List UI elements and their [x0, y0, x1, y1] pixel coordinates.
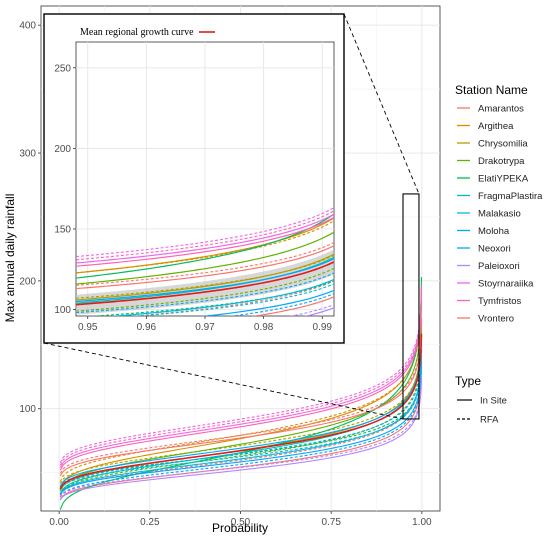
inset-series-mean-regional-growth-curve [76, 261, 334, 306]
zoom-connector-top [343, 13, 420, 195]
main-ticks: 0.00 0.25 0.50 0.75 1.00 100 200 300 400 [19, 21, 432, 528]
inset-series-group [76, 207, 334, 316]
legend-label-stoyrnaraiika: Stoyrnaraiika [478, 279, 534, 290]
inset-series-insite-vrontero [76, 245, 334, 290]
inset-x-tick-label: 0.99 [313, 322, 333, 333]
series-mean-regional-growth-curve [59, 333, 423, 490]
inset-series-insite-moloha [76, 258, 334, 303]
legend-label-moloha: Moloha [478, 226, 510, 237]
inset-y-tick-label: 100 [54, 305, 71, 316]
inset-y-tick-label: 250 [54, 63, 71, 74]
series-insite-neoxori [59, 361, 423, 495]
y-tick-label: 400 [19, 21, 36, 32]
legend-label-elatiypeka: ElatiYPEKA [478, 174, 529, 185]
inset-series-insite-argithea [76, 217, 334, 274]
x-tick-label: 0.00 [49, 517, 69, 528]
inset-series-insite-chrysomilia [76, 253, 334, 301]
zoom-box [402, 193, 420, 420]
legend-label-drakotrypa: Drakotrypa [478, 156, 525, 167]
x-tick-label: 0.50 [231, 517, 251, 528]
inset-series-insite-amarantos [251, 296, 334, 316]
inset-x-tick-label: 0.95 [78, 322, 98, 333]
legend-type-label-in-site: In Site [480, 396, 507, 407]
legend-type-entries: In Site RFA [457, 396, 507, 426]
legend-label-malakasio: Malakasio [478, 209, 521, 220]
inset-series-rfa-argithea [76, 220, 334, 274]
series-rfa-paleioxori [59, 375, 423, 498]
y-tick-label: 100 [19, 404, 36, 415]
series-insite-elatiypeka [59, 276, 423, 510]
series-rfa-stoyrnaraiika [59, 285, 423, 463]
x-tick-label: 0.75 [321, 517, 341, 528]
inset-series-rfa-vrontero [76, 242, 334, 286]
inset-x-tick-label: 0.97 [195, 322, 215, 333]
inset-series-insite-malakasio [109, 278, 334, 316]
inset-series-insite-neoxori [201, 289, 334, 316]
series-insite-drakotrypa [59, 302, 423, 491]
legend-label-vrontero: Vrontero [478, 314, 514, 325]
x-tick-label: 0.25 [140, 517, 160, 528]
inset-legend-label: Mean regional growth curve [80, 27, 194, 38]
inset-series-rfa-moloha [76, 272, 334, 314]
x-axis-title: Probability [212, 521, 268, 535]
inset-series-rfa-tymfristos [76, 210, 334, 261]
inset-y-tick-label: 200 [54, 144, 71, 155]
inset-series-insite-drakotrypa [76, 231, 334, 285]
inset-series-rfa-stoyrnaraiika [76, 207, 334, 258]
inset-series-rfa-neoxori [228, 293, 334, 316]
inset-y-tick-label: 150 [54, 224, 71, 235]
inset-series-rfa-malakasio [132, 283, 334, 316]
main-series-group [59, 276, 423, 510]
series-rfa-tymfristos [59, 287, 423, 466]
x-tick-label: 1.00 [412, 517, 432, 528]
series-insite-vrontero [59, 320, 423, 477]
legend-type-label-rfa: RFA [480, 415, 499, 426]
inset-series-insite-stoyrnaraiika [76, 213, 334, 264]
inset-series-insite-elatiypeka [76, 213, 334, 279]
series-rfa-vrontero [59, 318, 423, 474]
inset-series-rfa-drakotrypa [76, 267, 334, 312]
legend-label-argithea: Argithea [478, 121, 514, 132]
series-insite-moloha [59, 331, 423, 487]
inset-series-insite-tymfristos [76, 216, 334, 267]
zoom-connector-bottom [43, 342, 404, 420]
inset-x-tick-label: 0.98 [254, 322, 274, 333]
y-tick-label: 300 [19, 149, 36, 160]
legend-label-tymfristos: Tymfristos [478, 296, 522, 307]
inset-x-tick-label: 0.96 [137, 322, 157, 333]
inset-legend: Mean regional growth curve [80, 27, 215, 38]
legend-label-amarantos: Amarantos [478, 104, 524, 115]
series-rfa-malakasio [59, 356, 423, 490]
legend-label-chrysomilia: Chrysomilia [478, 139, 528, 150]
zoom-indicator [43, 13, 420, 420]
inset-series-rfa-amarantos [129, 280, 334, 316]
legend-label-neoxori: Neoxori [478, 244, 511, 255]
y-tick-label: 200 [19, 276, 36, 287]
legend-type-title: Type [455, 374, 481, 388]
series-insite-paleioxori [59, 378, 423, 501]
legend-label-fragmaplastira: FragmaPlastira [478, 191, 543, 202]
series-insite-tymfristos [59, 292, 423, 471]
legend: Station Name Amarantos Argithea Chrysomili… [455, 83, 543, 426]
series-rfa-neoxori [59, 364, 423, 498]
inset-ticks: 0.95 0.96 0.97 0.98 0.99 100 150 200 250 [54, 63, 332, 333]
series-insite-fragmaplastira [59, 327, 423, 494]
y-axis-title: Max annual daily rainfall [3, 194, 17, 323]
legend-station-title: Station Name [455, 83, 528, 97]
series-rfa-moloha [59, 345, 423, 490]
inset-mean-confidence-band [76, 249, 334, 315]
series-insite-stoyrnaraiika [59, 290, 423, 468]
legend-station-entries: Amarantos Argithea Chrysomilia Drakotrypa El… [455, 100, 543, 326]
series-insite-malakasio [59, 350, 423, 495]
legend-label-paleioxori: Paleioxori [478, 261, 520, 272]
